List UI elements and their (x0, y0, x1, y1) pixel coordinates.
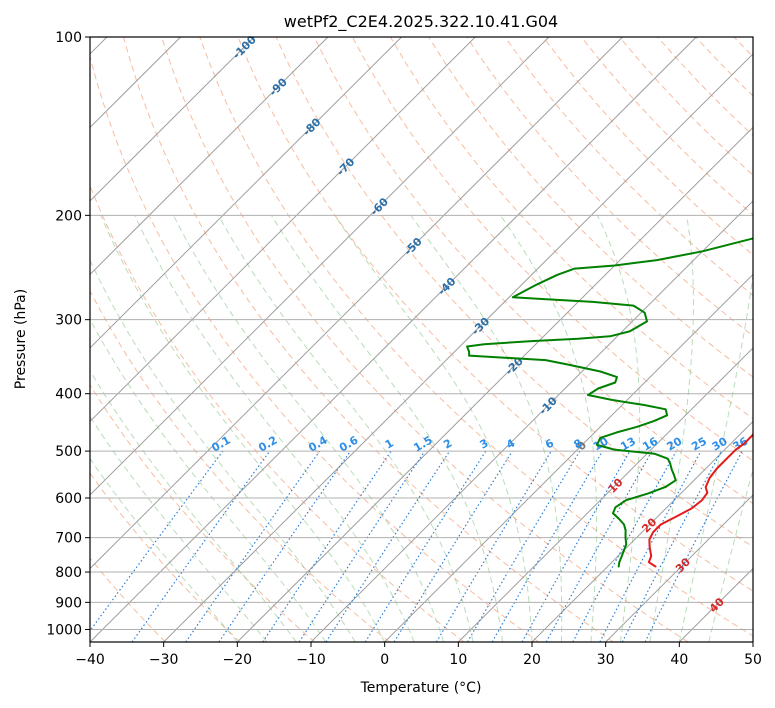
x-axis-ticks: −40 −30 −20 −10 0 10 20 30 40 50 (75, 642, 762, 668)
isotherm (384, 273, 753, 642)
isotherm (90, 37, 329, 276)
y-tick-label: 200 (55, 208, 82, 224)
dry-adiabat (237, 37, 753, 592)
y-tick-label: 300 (55, 313, 82, 329)
isotherm (90, 37, 255, 202)
moist-adiabat (100, 215, 386, 642)
x-tick-label: −10 (296, 652, 326, 668)
chart-title: wetPf2_C2E4.2025.322.10.41.G04 (284, 12, 558, 32)
isotherm (605, 494, 753, 642)
x-axis-label: Temperature (°C) (360, 680, 482, 696)
isotherm (310, 200, 753, 642)
pressure-gridlines (90, 37, 753, 630)
x-tick-label: 40 (670, 652, 688, 668)
isotherm (90, 37, 697, 642)
mixing-ratio-line (90, 450, 224, 632)
mixing-ratio-line (644, 450, 743, 642)
x-tick-label: −30 (149, 652, 179, 668)
isotherm (163, 53, 753, 642)
isotherm (457, 347, 753, 642)
dry-adiabat (313, 37, 753, 505)
x-tick-label: 30 (597, 652, 615, 668)
x-tick-label: 20 (523, 652, 541, 668)
mixing-ratio-line (572, 450, 677, 642)
dry-adiabat (90, 472, 241, 642)
profiles (466, 237, 753, 568)
moist-adiabat (90, 318, 327, 642)
dry-adiabat (351, 37, 753, 462)
y-tick-label: 700 (55, 531, 82, 547)
moist-adiabat (134, 215, 415, 642)
dry-adiabat (428, 37, 753, 378)
x-tick-label: 0 (380, 652, 389, 668)
y-axis-ticks: 100 200 300 400 500 600 700 800 900 1000 (46, 30, 90, 638)
dewpoint-line (466, 237, 753, 568)
y-tick-label: 800 (55, 565, 82, 581)
plot-frame (89, 36, 754, 643)
moist-adiabat (90, 369, 297, 642)
temperature-line (647, 432, 753, 568)
moist-adiabat (334, 215, 533, 642)
mixing-ratio-line (185, 450, 321, 642)
isotherm (90, 37, 402, 349)
y-tick-label: 600 (55, 491, 82, 507)
mixing-ratio-line (521, 450, 631, 642)
y-tick-label: 400 (55, 387, 82, 403)
isotherm (90, 37, 623, 570)
dry-adiabat (90, 383, 316, 642)
moist-adiabat (410, 215, 563, 642)
isotherm (90, 37, 550, 496)
mixing-ratio-line (262, 450, 392, 642)
mixing-ratio-line (325, 450, 451, 642)
moist-adiabat (90, 457, 238, 642)
dry-adiabat (504, 37, 753, 296)
moist-adiabat (90, 259, 356, 642)
dry-adiabat (122, 37, 614, 642)
moist-adiabat (596, 215, 641, 642)
x-tick-label: −40 (75, 652, 105, 668)
isotherm (236, 126, 753, 642)
mixing-ratio-line (393, 450, 513, 642)
isotherm (90, 37, 476, 423)
y-tick-label: 900 (55, 595, 82, 611)
moist-adiabat (649, 215, 695, 642)
dry-adiabat (90, 184, 465, 642)
dry-adiabat (466, 37, 753, 337)
dry-adiabat (90, 54, 540, 642)
y-tick-label: 1000 (46, 622, 82, 638)
x-tick-label: 10 (449, 652, 467, 668)
dry-adiabat (390, 37, 753, 420)
moist-adiabat (678, 272, 753, 642)
y-tick-label: 500 (55, 444, 82, 460)
moist-adiabat (90, 415, 268, 642)
mixing-ratio-line (545, 450, 653, 642)
isotherm (531, 420, 753, 642)
moist-adiabat (217, 215, 474, 642)
mixing-ratio-line (364, 450, 487, 642)
x-tick-label: 50 (744, 652, 762, 668)
background-lines (90, 37, 753, 642)
y-axis-label: Pressure (hPa) (13, 289, 29, 389)
mixing-ratio-line (298, 450, 426, 642)
dry-adiabat (161, 37, 689, 642)
mixing-ratio-line (218, 450, 351, 642)
y-tick-label: 100 (55, 30, 82, 46)
x-tick-label: −20 (223, 652, 253, 668)
moist-adiabat (270, 215, 503, 642)
mixing-ratio-line (131, 450, 271, 642)
moist-adiabat (172, 215, 445, 642)
dry-adiabat (90, 289, 390, 642)
